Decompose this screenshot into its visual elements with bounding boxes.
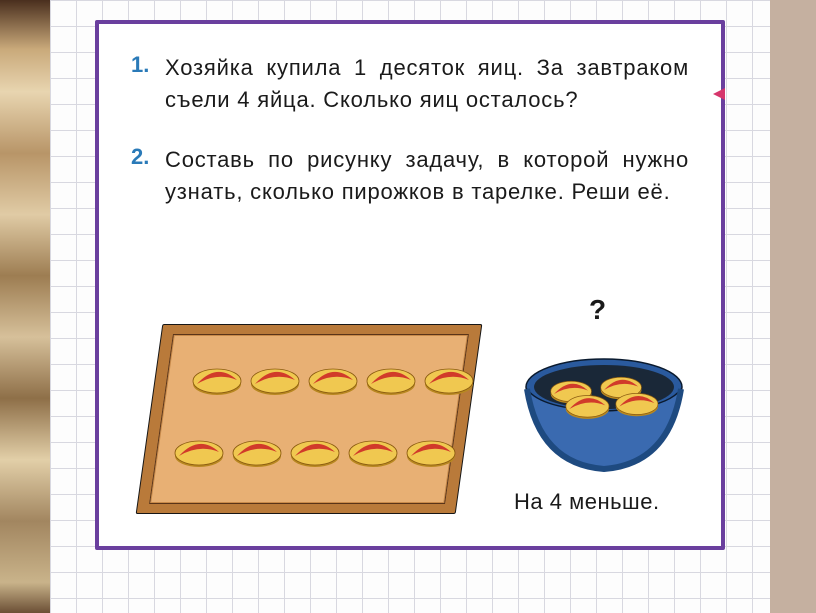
pirog-icon: [231, 436, 283, 470]
grid-paper: 1. Хозяйка купила 1 десяток яиц. За завт…: [50, 0, 770, 613]
pirog-icon: [289, 436, 341, 470]
pirog-icon: [365, 364, 417, 398]
content-card: 1. Хозяйка купила 1 десяток яиц. За завт…: [95, 20, 725, 550]
illustration: ?: [149, 304, 699, 534]
pirog-icon: [249, 364, 301, 398]
tray: [149, 324, 469, 519]
pirog-icon: [347, 436, 399, 470]
bowl: [519, 339, 689, 479]
tray-inner: [149, 334, 469, 504]
tray-row-1: [191, 364, 475, 398]
bowl-svg: [519, 339, 689, 479]
pirog-icon: [423, 364, 475, 398]
pointer-marker: [713, 88, 725, 100]
problem-2: 2. Составь по рисунку задачу, в которой …: [131, 144, 689, 208]
pirog-icon: [191, 364, 243, 398]
decorative-strip: [0, 0, 50, 613]
question-mark: ?: [589, 294, 606, 326]
problem-number: 1.: [131, 52, 159, 116]
problem-text: Составь по рисунку задачу, в которой нуж…: [165, 144, 689, 208]
problems-list: 1. Хозяйка купила 1 десяток яиц. За завт…: [99, 24, 721, 208]
pirog-icon: [405, 436, 457, 470]
problem-1: 1. Хозяйка купила 1 десяток яиц. За завт…: [131, 52, 689, 116]
tray-row-2: [173, 436, 457, 470]
problem-number: 2.: [131, 144, 159, 208]
pirog-icon: [307, 364, 359, 398]
bowl-caption: На 4 меньше.: [514, 489, 660, 515]
problem-text: Хозяйка купила 1 десяток яиц. За завтрак…: [165, 52, 689, 116]
pirog-icon: [173, 436, 225, 470]
